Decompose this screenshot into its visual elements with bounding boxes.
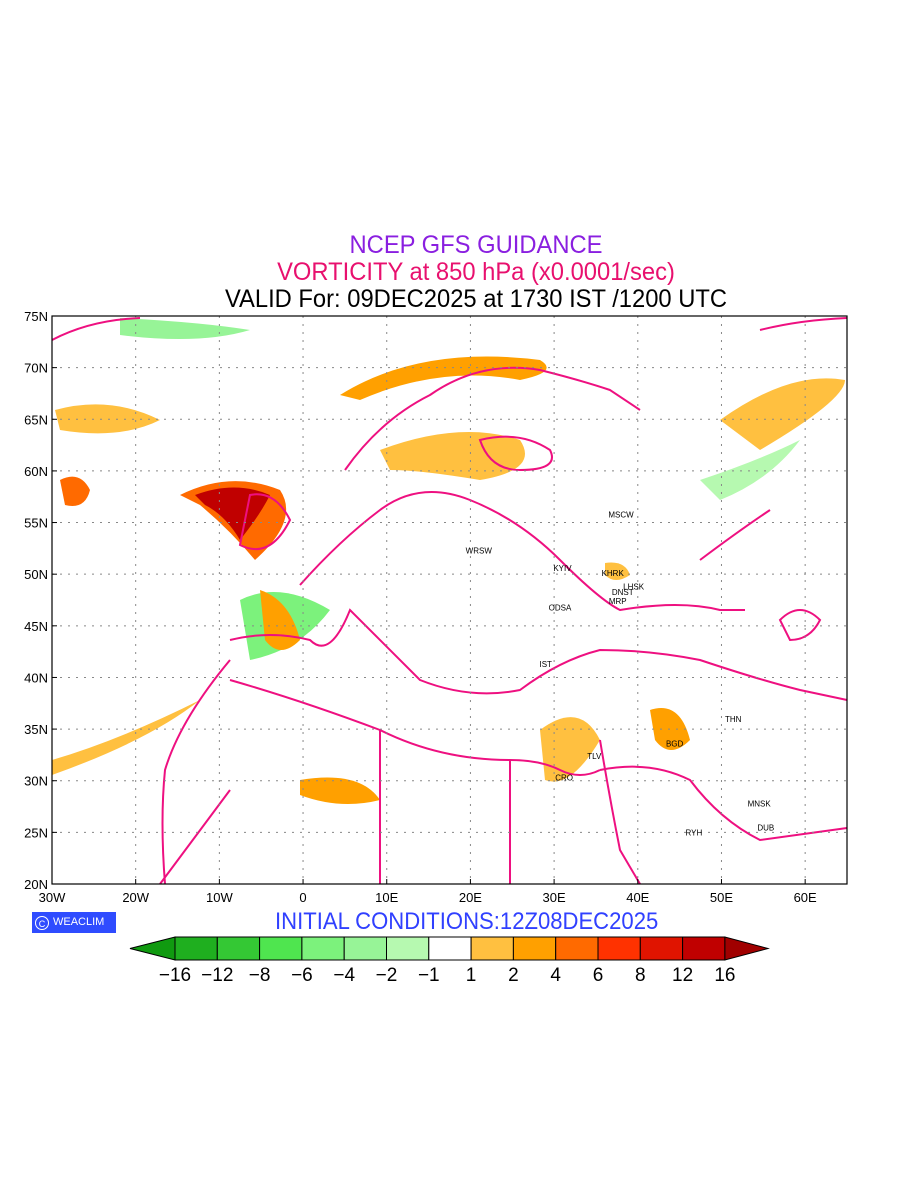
- lat-label: 35N: [24, 722, 48, 737]
- city-label-khrk: KHRK: [602, 569, 625, 578]
- city-label-mnsk: MNSK: [748, 800, 772, 809]
- lat-label: 50N: [24, 567, 48, 582]
- city-label-mrp: MRP: [609, 597, 627, 606]
- city-label-thn: THN: [725, 715, 742, 724]
- weaclim-credit-badge: C WEACLIM: [32, 912, 116, 933]
- lat-label: 65N: [24, 412, 48, 427]
- colorbar-swatch: [682, 936, 726, 961]
- colorbar-label: −6: [291, 965, 313, 986]
- lat-label: 30N: [24, 774, 48, 789]
- city-label-odsa: ODSA: [549, 603, 572, 612]
- lat-label: 75N: [24, 309, 48, 324]
- colorbar-label: 2: [508, 965, 519, 986]
- map-frame: [51, 315, 848, 885]
- lat-label: 45N: [24, 619, 48, 634]
- city-label-ist: IST: [540, 660, 553, 669]
- lon-label: 60E: [794, 890, 817, 905]
- colorbar-swatch: [597, 936, 641, 961]
- colorbar-swatch: [216, 936, 261, 961]
- city-label-wrsw: WRSW: [466, 547, 493, 556]
- lat-label: 20N: [24, 877, 48, 892]
- colorbar-label: −16: [159, 965, 191, 986]
- colorbar-label: 4: [550, 965, 561, 986]
- lon-label: 10W: [206, 890, 233, 905]
- lon-label: 20E: [459, 890, 482, 905]
- colorbar-label: −1: [418, 965, 440, 986]
- longitude-labels: 30W 20W 10W 0 10E 20E 30E 40E 50E 60E: [39, 879, 817, 905]
- vorticity-field: [52, 318, 845, 804]
- colorbar-label: −4: [333, 965, 355, 986]
- city-label-lhsk: LHSK: [623, 583, 645, 592]
- latitude-labels: 75N 70N 65N 60N 55N 50N 45N 40N 35N 30N 25N 20N: [24, 309, 57, 892]
- lon-label: 20W: [122, 890, 149, 905]
- city-label-tlv: TLV: [587, 752, 602, 761]
- city-label-ryh: RYH: [685, 828, 702, 837]
- country-borders: [51, 317, 848, 885]
- lon-label: 50E: [710, 890, 733, 905]
- lon-label: 10E: [375, 890, 398, 905]
- colorbar-swatch: [386, 936, 430, 961]
- gridlines: [52, 316, 847, 884]
- colorbar-label: −12: [201, 965, 233, 986]
- city-label-mscw: MSCW: [608, 510, 634, 519]
- colorbar-over-arrow: [724, 936, 770, 961]
- colorbar-label: −8: [249, 965, 271, 986]
- colorbar-label: 6: [593, 965, 604, 986]
- lon-label: 30W: [39, 890, 66, 905]
- colorbar-label: 16: [714, 965, 735, 986]
- lon-label: 0: [299, 890, 306, 905]
- lon-label: 30E: [543, 890, 566, 905]
- colorbar-swatch: [343, 936, 388, 961]
- colorbar-under-arrow: [129, 936, 176, 961]
- colorbar-label: −2: [376, 965, 398, 986]
- title-line-1: NCEP GFS GUIDANCE: [349, 231, 603, 259]
- city-label-bgd: BGD: [666, 740, 684, 749]
- colorbar-label: 1: [466, 965, 477, 986]
- city-label-dub: DUB: [757, 823, 774, 832]
- lat-label: 40N: [24, 670, 48, 685]
- colorbar-swatch: [174, 936, 218, 961]
- colorbar-swatch: [555, 936, 599, 961]
- colorbar-label: 12: [672, 965, 693, 986]
- colorbar-swatch: [512, 936, 557, 961]
- initial-conditions: INITIAL CONDITIONS:12Z08DEC2025: [275, 908, 659, 935]
- colorbar-swatch: [301, 936, 345, 961]
- title-line-3: VALID For: 09DEC2025 at 1730 IST /1200 U…: [224, 285, 728, 313]
- title-line-2: VORTICITY at 850 hPa (x0.0001/sec): [277, 258, 675, 286]
- lat-label: 25N: [24, 825, 48, 840]
- colorbar-swatch: [639, 936, 684, 961]
- lat-label: 70N: [24, 361, 48, 376]
- city-label-cro: CRO: [555, 774, 573, 783]
- city-label-kyiv: KYIV: [553, 564, 572, 573]
- copyright-icon: C: [35, 915, 49, 930]
- lon-label: 40E: [626, 890, 649, 905]
- colorbar-swatch: [470, 936, 514, 961]
- colorbar-label: 8: [635, 965, 646, 986]
- credit-label: WEACLIM: [53, 916, 105, 928]
- lat-label: 55N: [24, 516, 48, 531]
- colorbar: −16 −12 −8 −6 −4 −2 −1 1 2 4 6 8 12 16: [129, 936, 770, 986]
- colorbar-swatch: [259, 936, 303, 961]
- lat-label: 60N: [24, 464, 48, 479]
- city-label-dnst: DNST: [612, 588, 634, 597]
- colorbar-swatch: [428, 936, 472, 961]
